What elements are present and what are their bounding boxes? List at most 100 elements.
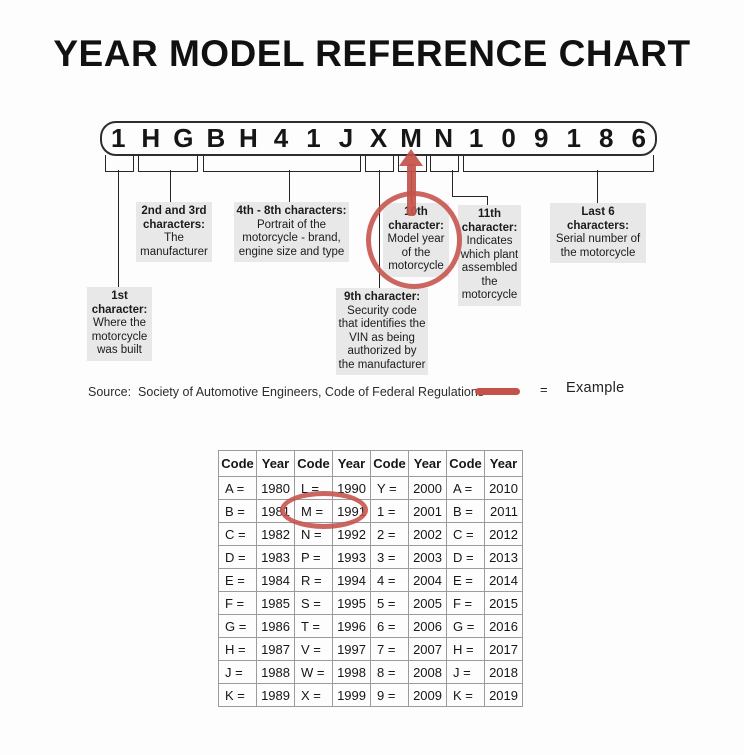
year-cell: 1985 [256, 591, 295, 615]
example-line-icon [475, 388, 520, 395]
code-cell: 9 = [370, 683, 409, 707]
code-cell: D = [446, 545, 485, 569]
connector-2nd-3rd [170, 170, 171, 202]
table-row: A = 1980 L = 1990 Y = 2000 A = 2010 [218, 476, 523, 500]
year-cell: 1980 [256, 476, 295, 500]
connector-4th-8th [289, 170, 290, 202]
code-cell: R = [294, 568, 333, 592]
table-header-cell: Year [332, 450, 371, 477]
vin-character: 4 [273, 123, 289, 153]
year-cell: 2013 [484, 545, 523, 569]
table-body: A = 1980 L = 1990 Y = 2000 A = 2010 B = 1981 M = 19… [218, 476, 523, 707]
code-cell: 5 = [370, 591, 409, 615]
connector-last6 [597, 170, 598, 203]
vin-character: X [369, 123, 388, 153]
code-cell: 7 = [370, 637, 409, 661]
code-cell: B = [446, 499, 485, 523]
legend-example-label: Example [566, 380, 625, 396]
table-row: E = 1984 R = 1994 4 = 2004 E = 2014 [218, 568, 523, 592]
code-cell: W = [294, 660, 333, 684]
callout-heading: 1st character: [91, 290, 148, 316]
bracket-last6-chars [463, 155, 654, 172]
code-cell: K = [218, 683, 257, 707]
callout-4th-8th-characters: 4th - 8th characters: Portrait of the mo… [234, 202, 349, 262]
bracket-1st-char [105, 155, 134, 172]
code-cell: S = [294, 591, 333, 615]
code-cell: F = [218, 591, 257, 615]
vin-character: 1 [306, 123, 321, 153]
year-cell: 1986 [256, 614, 295, 638]
connector-11th-c [487, 196, 488, 205]
year-cell: 2016 [484, 614, 523, 638]
year-cell: 1999 [332, 683, 371, 707]
table-header-cell: Code [370, 450, 409, 477]
vin-character: J [338, 123, 354, 153]
vin-character: 8 [599, 123, 614, 153]
source-note: Source: Society of Automotive Engineers,… [88, 385, 485, 399]
year-cell: 1982 [256, 522, 295, 546]
code-cell: C = [446, 522, 485, 546]
table-row: J = 1988 W = 1998 8 = 2008 J = 2018 [218, 660, 523, 684]
year-cell: 1993 [332, 545, 371, 569]
callout-9th-character: 9th character: Security code that identi… [336, 288, 428, 375]
year-cell: 1995 [332, 591, 371, 615]
year-cell: 1989 [256, 683, 295, 707]
code-cell: H = [446, 637, 485, 661]
callout-2nd-3rd-characters: 2nd and 3rd characters: The manufacturer [136, 202, 212, 262]
code-cell: 1 = [370, 499, 409, 523]
year-cell: 2018 [484, 660, 523, 684]
code-cell: F = [446, 591, 485, 615]
table-row: C = 1982 N = 1992 2 = 2002 C = 2012 [218, 522, 523, 546]
year-cell: 2002 [408, 522, 447, 546]
table-header-cell: Year [484, 450, 523, 477]
callout-11th-character: 11th character: Indicates which plant as… [458, 205, 521, 306]
code-cell: P = [294, 545, 333, 569]
example-arrowhead-icon [399, 149, 423, 166]
connector-11th-a [452, 170, 453, 197]
year-cell: 2017 [484, 637, 523, 661]
code-cell: E = [446, 568, 485, 592]
vin-character: H [141, 123, 161, 153]
year-cell: 2004 [408, 568, 447, 592]
vin-character: 0 [501, 123, 516, 153]
code-cell: H = [218, 637, 257, 661]
year-cell: 2009 [408, 683, 447, 707]
year-cell: 2000 [408, 476, 447, 500]
code-cell: E = [218, 568, 257, 592]
legend-equals: = [540, 382, 548, 397]
year-cell: 2010 [484, 476, 523, 500]
callout-body: Indicates which plant assembled the moto… [460, 235, 519, 301]
vin-character: N [434, 123, 453, 153]
vin-character: 1 [468, 123, 484, 153]
code-cell: 3 = [370, 545, 409, 569]
code-cell: V = [294, 637, 333, 661]
table-header-cell: Year [408, 450, 447, 477]
vin-character: 1 [566, 123, 581, 153]
vin-character: G [173, 123, 194, 153]
code-cell: Y = [370, 476, 409, 500]
code-cell: 6 = [370, 614, 409, 638]
table-row: B = 1981 M = 1991 1 = 2001 B = 2011 [218, 499, 523, 523]
table-head: Code Year Code Year Code Year Code Year [218, 450, 523, 477]
vin-character: 9 [533, 123, 549, 153]
year-cell: 2008 [408, 660, 447, 684]
callout-body: Portrait of the motorcycle - brand, engi… [238, 218, 345, 258]
bracket-2nd-3rd-chars [138, 155, 198, 172]
year-cell: 2011 [484, 499, 523, 523]
callout-last6-characters: Last 6 characters: Serial number of the … [550, 203, 646, 263]
table-header-cell: Code [294, 450, 333, 477]
code-cell: 2 = [370, 522, 409, 546]
callout-body: The manufacturer [140, 232, 208, 258]
year-cell: 1997 [332, 637, 371, 661]
callout-body: Security code that identifies the VIN as… [338, 304, 426, 371]
year-cell: 2003 [408, 545, 447, 569]
code-cell: X = [294, 683, 333, 707]
year-cell: 2007 [408, 637, 447, 661]
year-cell: 1987 [256, 637, 295, 661]
year-cell: 1988 [256, 660, 295, 684]
year-cell: 2014 [484, 568, 523, 592]
example-arrow-icon [407, 164, 416, 216]
year-cell: 2012 [484, 522, 523, 546]
year-cell: 2006 [408, 614, 447, 638]
